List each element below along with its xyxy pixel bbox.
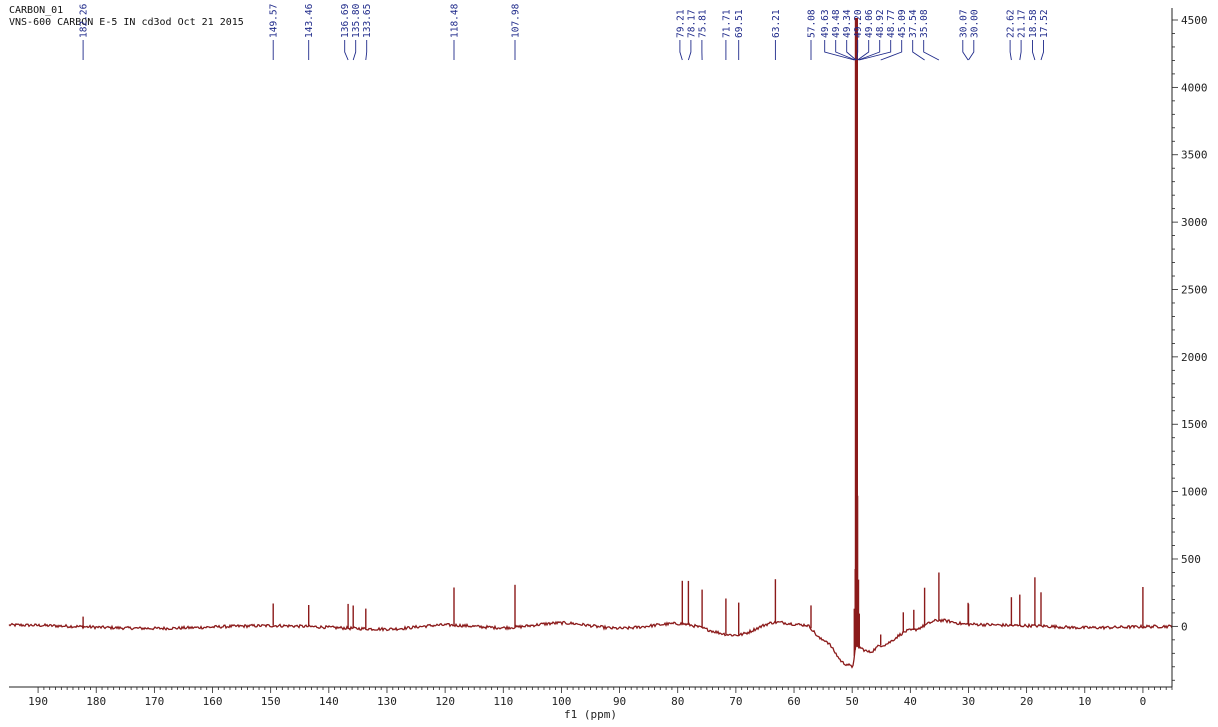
x-tick-label: 180 bbox=[86, 695, 106, 708]
peak-label: 45.09 bbox=[897, 9, 908, 38]
y-axis: 0 500 1000 1500 2000 2500 3000 3500 4000 4500 bbox=[1171, 8, 1208, 687]
peak-label: 149.57 bbox=[269, 4, 280, 38]
peak-label: 75.81 bbox=[697, 9, 708, 38]
peak-label: 30.07 bbox=[958, 9, 969, 38]
x-tick-label: 190 bbox=[28, 695, 48, 708]
x-tick-label: 150 bbox=[261, 695, 281, 708]
y-tick-label: 1500 bbox=[1181, 418, 1208, 431]
peak-label: 78.17 bbox=[686, 9, 697, 38]
peak-label-leader bbox=[858, 40, 881, 61]
x-tick-label: 160 bbox=[203, 695, 223, 708]
peak-label: 118.48 bbox=[450, 3, 461, 38]
y-tick-label: 500 bbox=[1181, 553, 1201, 566]
peak-label-leader bbox=[912, 40, 925, 61]
x-tick-label: 80 bbox=[671, 695, 684, 708]
peak-label: 182.26 bbox=[79, 3, 90, 38]
peak-label: 135.80 bbox=[351, 3, 362, 38]
baseline-layer bbox=[8, 618, 1173, 669]
peak-label-leader bbox=[344, 40, 349, 61]
x-axis: 190 180 170 160 150 140 130 120 110 100 90 80 70 60 50… bbox=[9, 686, 1173, 708]
peak-label-leader bbox=[1019, 40, 1022, 61]
peak-label-leader bbox=[968, 40, 975, 61]
peak-label: 57.08 bbox=[807, 9, 818, 38]
peak-label: 30.00 bbox=[969, 9, 980, 38]
peak-label: 48.92 bbox=[875, 9, 886, 38]
x-tick-label: 20 bbox=[1020, 695, 1033, 708]
peak-label-leader bbox=[679, 40, 683, 61]
peak-label: 21.17 bbox=[1017, 9, 1028, 38]
peak-label-leader bbox=[1009, 40, 1012, 61]
peak-layer bbox=[82, 18, 1144, 656]
peak-label-leader bbox=[846, 40, 857, 61]
peak-label: 48.77 bbox=[886, 9, 897, 38]
peak-label-leader bbox=[859, 40, 892, 61]
x-tick-label: 130 bbox=[377, 695, 397, 708]
peak-label: 63.21 bbox=[771, 9, 782, 38]
peak-label: 136.69 bbox=[340, 3, 351, 38]
peak-label: 49.34 bbox=[842, 9, 853, 38]
peak-label-leader bbox=[1032, 40, 1036, 61]
x-tick-label: 60 bbox=[787, 695, 800, 708]
y-tick-label: 3500 bbox=[1181, 149, 1208, 162]
peak-label: 49.20 bbox=[853, 9, 864, 38]
peak-label: 17.52 bbox=[1039, 9, 1050, 38]
x-tick-label: 170 bbox=[144, 695, 164, 708]
x-tick-label: 110 bbox=[493, 695, 513, 708]
y-tick-label: 0 bbox=[1181, 620, 1188, 633]
peak-label-leader bbox=[880, 40, 903, 61]
peak-label-leader bbox=[365, 40, 368, 61]
peak-label: 143.46 bbox=[304, 3, 315, 38]
y-tick-label: 4000 bbox=[1181, 81, 1208, 94]
peak-label: 71.71 bbox=[721, 9, 732, 38]
x-tick-label: 50 bbox=[846, 695, 859, 708]
peak-label: 69.51 bbox=[734, 9, 745, 38]
peak-label: 107.98 bbox=[511, 3, 522, 38]
x-tick-label: 120 bbox=[435, 695, 455, 708]
peak-label-leader bbox=[857, 40, 870, 61]
y-tick-label: 1000 bbox=[1181, 486, 1208, 499]
y-tick-label: 4500 bbox=[1181, 14, 1208, 27]
peak-label-leader bbox=[856, 40, 859, 61]
x-tick-label: 30 bbox=[962, 695, 975, 708]
x-tick-label: 40 bbox=[904, 695, 917, 708]
peak-label: 49.48 bbox=[831, 9, 842, 38]
peak-label-leader bbox=[687, 40, 692, 61]
spectrum-subtitle: VNS-600 CARBON E-5 IN cd3od Oct 21 2015 bbox=[9, 17, 244, 28]
y-tick-label: 3000 bbox=[1181, 216, 1208, 229]
x-tick-label: 70 bbox=[729, 695, 742, 708]
x-tick-label: 0 bbox=[1140, 695, 1147, 708]
spectrum-baseline bbox=[8, 618, 1173, 669]
x-axis-title: f1 (ppm) bbox=[564, 708, 617, 721]
y-tick-label: 2000 bbox=[1181, 351, 1208, 364]
peak-label-leader bbox=[962, 40, 969, 61]
peak-label-leader bbox=[824, 40, 855, 61]
peak-label: 22.62 bbox=[1006, 9, 1017, 38]
x-tick-label: 100 bbox=[551, 695, 571, 708]
peak-label: 133.65 bbox=[362, 4, 373, 38]
peak-label: 35.08 bbox=[919, 9, 930, 38]
y-tick-label: 2500 bbox=[1181, 283, 1208, 296]
peak-label-leader bbox=[1040, 40, 1044, 61]
peak-label: 18.58 bbox=[1028, 9, 1039, 38]
peak-label: 79.21 bbox=[675, 9, 686, 38]
spectrum-title: CARBON_01 bbox=[9, 5, 64, 16]
x-tick-label: 90 bbox=[613, 695, 626, 708]
peak-label: 49.63 bbox=[820, 9, 831, 38]
peak-label: 37.54 bbox=[908, 9, 919, 38]
x-tick-label: 140 bbox=[319, 695, 339, 708]
x-tick-label: 10 bbox=[1078, 695, 1091, 708]
peak-label-leader bbox=[923, 40, 940, 61]
peak-label-leader bbox=[352, 40, 357, 61]
peak-label-leader bbox=[835, 40, 856, 61]
peak-label: 49.06 bbox=[864, 9, 875, 38]
peak-label-layer: 182.26 149.57 143.46 136.69 135.80 133.65 118.… bbox=[79, 3, 1050, 61]
